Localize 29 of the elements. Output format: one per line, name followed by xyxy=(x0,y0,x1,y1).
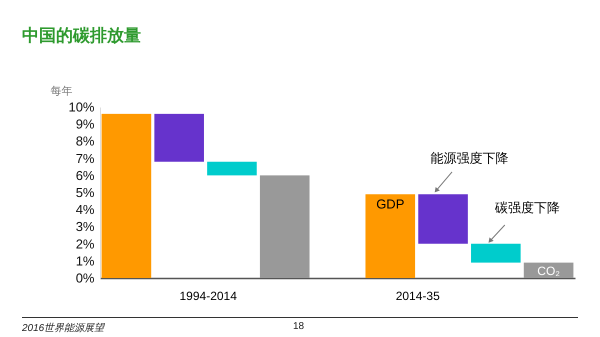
bar xyxy=(102,114,152,278)
y-tick-label: 10% xyxy=(68,100,95,114)
y-tick-label: 7% xyxy=(76,150,95,166)
bar xyxy=(154,114,204,162)
y-tick-label: 4% xyxy=(76,202,95,218)
annotation: 碳强度下降 xyxy=(494,200,560,215)
annotation: CO₂ xyxy=(537,264,560,278)
bar xyxy=(365,194,416,278)
text: 1994-2014 xyxy=(180,288,238,303)
y-tick-label: 2% xyxy=(76,236,95,252)
chart-title: 中国的碳排放量 xyxy=(22,25,141,47)
bar xyxy=(260,175,310,278)
y-tick-label: 6% xyxy=(76,168,95,183)
y-tick-label: 1% xyxy=(76,253,95,268)
annotation: GDP xyxy=(376,196,404,212)
bar xyxy=(471,244,521,263)
text: 18 xyxy=(293,321,304,332)
y-axis-title: 每年 xyxy=(50,86,72,98)
text: 2014-35 xyxy=(396,288,440,303)
y-tick-label: 0% xyxy=(76,270,95,286)
y-tick-label: 9% xyxy=(76,116,95,132)
text: 2016世界能源展望 xyxy=(22,322,104,335)
bar xyxy=(524,262,574,278)
y-tick-label: 5% xyxy=(76,185,95,200)
y-tick-label: 3% xyxy=(76,219,95,234)
annotation: 能源强度下降 xyxy=(430,150,508,166)
y-tick-label: 8% xyxy=(76,134,95,149)
bar xyxy=(418,194,468,244)
bar xyxy=(207,162,257,176)
